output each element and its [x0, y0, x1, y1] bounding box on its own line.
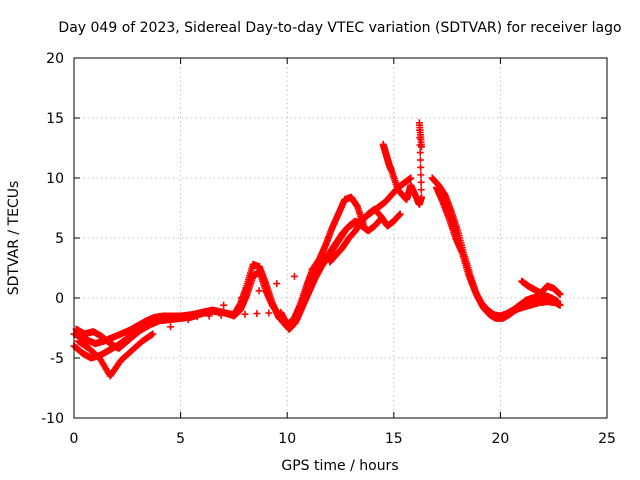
- series-track-1: [70, 174, 415, 348]
- data-point-markers: [518, 277, 564, 298]
- series-track-8: [518, 277, 564, 298]
- y-tick-label: 10: [46, 171, 64, 187]
- data-point-markers: [72, 193, 368, 352]
- series-track-4: [74, 205, 404, 380]
- x-tick-label: 25: [598, 431, 616, 447]
- y-tick-label: 15: [46, 111, 64, 127]
- series-track-7: [432, 184, 562, 320]
- data-point-markers: [428, 174, 564, 322]
- x-tick-label: 20: [491, 431, 509, 447]
- y-tick-labels: -10 -5 0 5 10 15 20: [41, 51, 64, 427]
- y-axis-label: SDTVAR / TECUs: [6, 181, 22, 296]
- data-point-markers: [74, 205, 404, 380]
- y-tick-label: -5: [50, 351, 64, 367]
- y-tick-label: 0: [55, 291, 64, 307]
- data-point-markers: [70, 215, 385, 362]
- series-track-3: [72, 193, 368, 352]
- axis-ticks: [73, 57, 608, 419]
- y-tick-label: 5: [55, 231, 64, 247]
- x-tick-label: 15: [385, 431, 403, 447]
- x-tick-labels: 0 5 10 15 20 25: [70, 431, 616, 447]
- data-point-markers: [432, 184, 562, 320]
- series-track-5: [379, 119, 426, 208]
- series-track-6: [428, 174, 564, 322]
- data-point-markers: [70, 174, 415, 348]
- x-tick-label: 10: [278, 431, 296, 447]
- series-track-2: [70, 215, 385, 362]
- data-points: [70, 119, 564, 380]
- y-tick-label: 20: [46, 51, 64, 67]
- data-point-markers: [379, 119, 426, 208]
- x-tick-label: 5: [176, 431, 185, 447]
- chart-title: Day 049 of 2023, Sidereal Day-to-day VTE…: [58, 20, 621, 36]
- y-tick-label: -10: [41, 411, 64, 427]
- x-tick-label: 0: [70, 431, 79, 447]
- x-axis-label: GPS time / hours: [281, 458, 398, 474]
